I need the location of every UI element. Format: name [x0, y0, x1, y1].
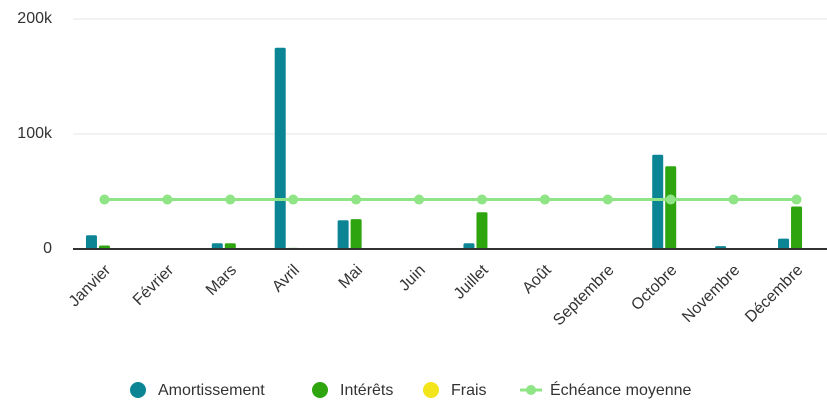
x-tick-label: Juin	[396, 262, 429, 295]
bar	[476, 212, 488, 249]
x-tick-label: Mai	[336, 262, 366, 292]
bar	[85, 235, 97, 249]
bar	[463, 243, 475, 249]
line-marker	[162, 194, 173, 205]
line-marker	[665, 194, 676, 205]
legend-label: Échéance moyenne	[550, 380, 692, 399]
legend-marker	[526, 385, 536, 395]
x-tick-label: Décembre	[742, 262, 806, 326]
line-marker	[791, 194, 802, 205]
legend-marker	[423, 382, 439, 398]
line-marker	[225, 194, 236, 205]
bar	[665, 166, 677, 249]
line-marker	[728, 194, 739, 205]
legend-label: Frais	[451, 382, 487, 399]
x-tick-label: Février	[130, 261, 178, 309]
x-tick-label: Mars	[203, 262, 240, 299]
bar	[791, 206, 803, 249]
y-tick-label: 200k	[17, 10, 53, 27]
x-tick-label: Juillet	[451, 261, 492, 302]
x-tick-label: Janvier	[66, 261, 115, 310]
legend-label: Intérêts	[340, 382, 393, 399]
line-marker	[99, 194, 110, 205]
bar	[778, 238, 790, 249]
line-marker	[476, 194, 487, 205]
x-tick-label: Novembre	[679, 262, 743, 326]
legend-label: Amortissement	[158, 382, 265, 399]
y-tick-label: 0	[43, 240, 52, 257]
line-marker	[414, 194, 425, 205]
line-marker	[539, 194, 550, 205]
bar	[350, 219, 362, 249]
bar	[211, 243, 223, 249]
legend-marker	[312, 382, 328, 398]
line-marker	[288, 194, 299, 205]
x-tick-label: Avril	[269, 262, 303, 296]
line-marker	[602, 194, 613, 205]
y-tick-label: 100k	[17, 125, 53, 142]
x-tick-label: Octobre	[628, 262, 680, 314]
legend-marker	[130, 382, 146, 398]
bar	[274, 47, 286, 249]
x-tick-label: Août	[519, 261, 555, 297]
bar	[337, 220, 349, 249]
x-tick-label: Septembre	[550, 262, 617, 329]
bar	[652, 154, 664, 249]
bar	[224, 243, 236, 249]
line-marker	[351, 194, 362, 205]
